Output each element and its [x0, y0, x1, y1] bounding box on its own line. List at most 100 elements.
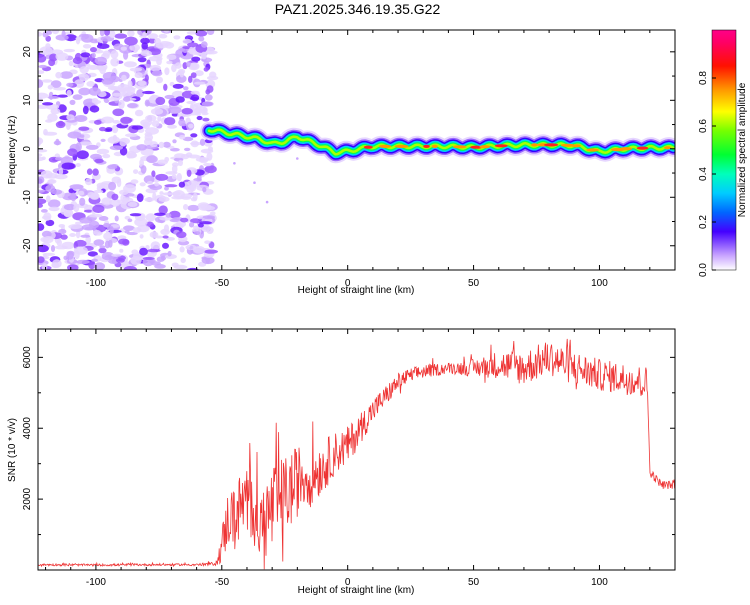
spectrogram-ylabel: Frequency (Hz) [7, 116, 18, 185]
noise-blob [63, 203, 76, 211]
noise-blob [168, 210, 181, 219]
noise-blob [140, 37, 151, 45]
noise-blob [42, 102, 54, 106]
noise-blob [157, 115, 162, 122]
snr-xtick-label: 50 [468, 577, 480, 588]
noise-blob [193, 81, 206, 85]
noise-blob [179, 70, 185, 78]
noise-blob [118, 238, 130, 245]
noise-blob [137, 57, 147, 63]
spectrogram-xtick-label: -100 [86, 278, 106, 289]
figure-title: PAZ1.2025.346.19.35.G22 [274, 1, 441, 17]
noise-blob [187, 42, 199, 48]
noise-blob [199, 138, 206, 146]
noise-blob [155, 76, 164, 84]
noise-blob [164, 117, 176, 126]
noise-blob [167, 124, 178, 129]
noise-blob [190, 72, 197, 79]
noise-blob [201, 101, 214, 107]
noise-blob [200, 148, 214, 154]
spectrogram-xtick-label: 0 [345, 278, 351, 289]
noise-blob [193, 246, 206, 254]
noise-blob [112, 92, 122, 97]
noise-blob [58, 167, 64, 175]
noise-blob [165, 171, 178, 175]
noise-blob [186, 61, 192, 68]
noise-blob [203, 163, 212, 167]
noise-blob [121, 74, 127, 82]
noise-blob [38, 70, 45, 74]
noise-blob [195, 30, 208, 37]
noise-blob [109, 145, 124, 151]
noise-blob [131, 249, 139, 255]
noise-blob [151, 94, 158, 99]
noise-blob [127, 218, 133, 223]
noise-blob [197, 223, 204, 228]
snr-xtick-label: -100 [86, 577, 106, 588]
noise-blob [190, 197, 197, 202]
noise-blob [176, 173, 182, 182]
signal-hotspot [560, 143, 575, 147]
noise-blob [66, 82, 74, 87]
noise-blob [55, 52, 69, 61]
noise-blob [41, 209, 48, 213]
noise-blob [203, 67, 209, 72]
noise-blob [204, 249, 218, 254]
noise-blob [90, 192, 100, 200]
noise-blob [145, 114, 157, 122]
noise-blob [200, 51, 207, 60]
noise-blob [170, 147, 180, 152]
noise-blob [89, 105, 100, 113]
noise-blob [47, 179, 57, 184]
noise-blob [102, 153, 111, 159]
noise-blob [178, 159, 183, 167]
noise-blob [166, 237, 176, 241]
noise-blob [186, 267, 199, 270]
noise-blob [188, 46, 194, 55]
noise-blob [58, 228, 67, 235]
noise-blob [38, 244, 49, 253]
noise-blob [126, 231, 138, 236]
noise-blob [94, 158, 104, 164]
noise-blob [158, 33, 168, 39]
noise-blob [165, 213, 172, 218]
spectrogram-xtick-label: 100 [591, 278, 608, 289]
noise-blob [127, 201, 138, 207]
noise-blob [99, 126, 107, 132]
noise-blob [104, 30, 110, 36]
noise-blob [190, 142, 204, 146]
noise-blob [175, 96, 185, 103]
noise-blob [61, 162, 75, 170]
noise-blob [38, 54, 47, 63]
noise-blob [42, 252, 56, 256]
noise-blob [144, 99, 150, 107]
snr-ytick-label: 6000 [22, 346, 33, 369]
noise-blob [163, 30, 170, 33]
noise-blob [196, 115, 203, 121]
noise-blob [127, 103, 138, 109]
noise-blob [74, 250, 80, 260]
spectrogram-ytick-label: -20 [22, 238, 33, 253]
noise-blob [49, 53, 58, 62]
noise-blob [74, 239, 87, 248]
noise-blob [164, 184, 178, 188]
signal-hotspot [494, 144, 508, 148]
signal-hotspot [586, 148, 600, 152]
noise-blob [158, 196, 170, 202]
noise-blob [55, 71, 62, 79]
noise-blob [114, 215, 119, 222]
noise-blob [204, 94, 213, 101]
noise-blob [189, 221, 195, 228]
noise-blob [179, 134, 186, 140]
noise-blob [119, 189, 129, 195]
noise-blob [88, 213, 103, 218]
noise-blob [129, 67, 142, 72]
noise-blob [127, 30, 135, 37]
noise-blob [155, 43, 168, 49]
noise-blob [124, 230, 130, 234]
noise-blob [45, 184, 56, 192]
noise-blob [193, 231, 201, 235]
noise-blob [173, 35, 181, 40]
noise-blob [136, 89, 145, 98]
